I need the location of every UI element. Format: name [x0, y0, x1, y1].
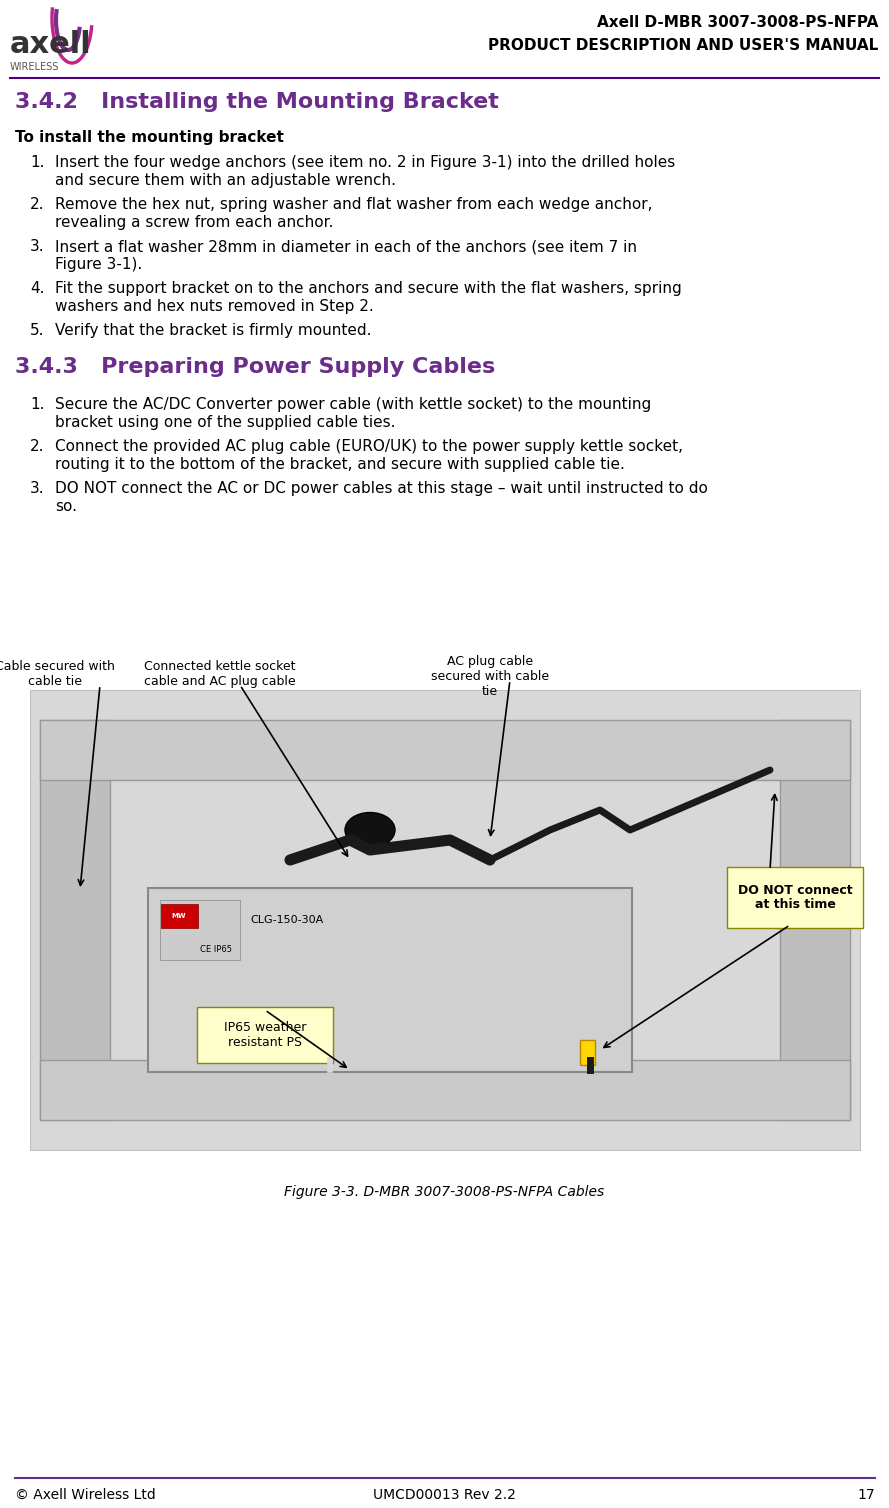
- Text: IP65 weather
resistant PS: IP65 weather resistant PS: [224, 1021, 306, 1050]
- Text: Secure the AC/DC Converter power cable (with kettle socket) to the mounting: Secure the AC/DC Converter power cable (…: [55, 397, 652, 412]
- Text: Cable secured with
cable tie: Cable secured with cable tie: [0, 661, 115, 688]
- Text: routing it to the bottom of the bracket, and secure with supplied cable tie.: routing it to the bottom of the bracket,…: [55, 457, 625, 472]
- Text: Connected kettle socket
cable and AC plug cable: Connected kettle socket cable and AC plu…: [144, 661, 296, 688]
- Text: Connect the provided AC plug cable (EURO/UK) to the power supply kettle socket,: Connect the provided AC plug cable (EURO…: [55, 439, 683, 454]
- Text: © Axell Wireless Ltd: © Axell Wireless Ltd: [15, 1488, 156, 1502]
- Text: Figure 3-1).: Figure 3-1).: [55, 256, 142, 271]
- Text: To install the mounting bracket: To install the mounting bracket: [15, 130, 284, 145]
- Bar: [160, 900, 240, 961]
- Text: CE IP65: CE IP65: [200, 946, 232, 955]
- Ellipse shape: [345, 813, 395, 847]
- Text: Verify that the bracket is firmly mounted.: Verify that the bracket is firmly mounte…: [55, 323, 372, 338]
- Text: WIRELESS: WIRELESS: [10, 62, 60, 72]
- Text: Remove the hex nut, spring washer and flat washer from each wedge anchor,: Remove the hex nut, spring washer and fl…: [55, 198, 653, 213]
- Text: 3.: 3.: [30, 481, 44, 496]
- Text: PRODUCT DESCRIPTION AND USER'S MANUAL: PRODUCT DESCRIPTION AND USER'S MANUAL: [488, 38, 878, 53]
- Text: Insert the four wedge anchors (see item no. 2 in Figure 3-1) into the drilled ho: Insert the four wedge anchors (see item …: [55, 155, 676, 170]
- Text: 4.: 4.: [30, 280, 44, 296]
- Text: so.: so.: [55, 499, 77, 514]
- Text: 1.: 1.: [30, 155, 44, 170]
- Text: UMCD00013 Rev 2.2: UMCD00013 Rev 2.2: [372, 1488, 516, 1502]
- FancyBboxPatch shape: [727, 867, 863, 927]
- Text: Fit the support bracket on to the anchors and secure with the flat washers, spri: Fit the support bracket on to the anchor…: [55, 280, 682, 296]
- FancyBboxPatch shape: [148, 888, 632, 1072]
- FancyBboxPatch shape: [30, 691, 860, 1151]
- Text: and secure them with an adjustable wrench.: and secure them with an adjustable wrenc…: [55, 173, 396, 188]
- Bar: [580, 1041, 595, 1065]
- FancyBboxPatch shape: [197, 1007, 333, 1063]
- Text: revealing a screw from each anchor.: revealing a screw from each anchor.: [55, 216, 333, 231]
- Bar: [40, 1060, 850, 1120]
- Text: 1.: 1.: [30, 397, 44, 412]
- Text: MW: MW: [172, 912, 187, 918]
- Text: washers and hex nuts removed in Step 2.: washers and hex nuts removed in Step 2.: [55, 299, 373, 314]
- Text: 3.4.2   Installing the Mounting Bracket: 3.4.2 Installing the Mounting Bracket: [15, 92, 499, 112]
- Text: DO NOT connect the AC or DC power cables at this stage – wait until instructed t: DO NOT connect the AC or DC power cables…: [55, 481, 708, 496]
- Bar: [40, 719, 110, 1120]
- Text: CLG-150-30A: CLG-150-30A: [250, 915, 324, 924]
- FancyBboxPatch shape: [161, 903, 198, 927]
- Text: 3.4.3   Preparing Power Supply Cables: 3.4.3 Preparing Power Supply Cables: [15, 357, 495, 377]
- Text: bracket using one of the supplied cable ties.: bracket using one of the supplied cable …: [55, 415, 396, 430]
- Text: 2.: 2.: [30, 198, 44, 213]
- Bar: [40, 719, 850, 780]
- Text: Axell D-MBR 3007-3008-PS-NFPA: Axell D-MBR 3007-3008-PS-NFPA: [597, 15, 878, 30]
- Text: DO NOT connect
at this time: DO NOT connect at this time: [738, 884, 853, 911]
- Text: 3.: 3.: [30, 238, 44, 253]
- Text: 17: 17: [857, 1488, 875, 1502]
- Bar: [780, 719, 850, 1120]
- Text: 5.: 5.: [30, 323, 44, 338]
- Text: Insert a flat washer 28mm in diameter in each of the anchors (see item 7 in: Insert a flat washer 28mm in diameter in…: [55, 238, 637, 253]
- Text: 2.: 2.: [30, 439, 44, 454]
- Text: axell: axell: [10, 30, 92, 59]
- Text: Figure 3-3. D-MBR 3007-3008-PS-NFPA Cables: Figure 3-3. D-MBR 3007-3008-PS-NFPA Cabl…: [284, 1185, 605, 1199]
- Text: AC plug cable
secured with cable
tie: AC plug cable secured with cable tie: [431, 654, 549, 698]
